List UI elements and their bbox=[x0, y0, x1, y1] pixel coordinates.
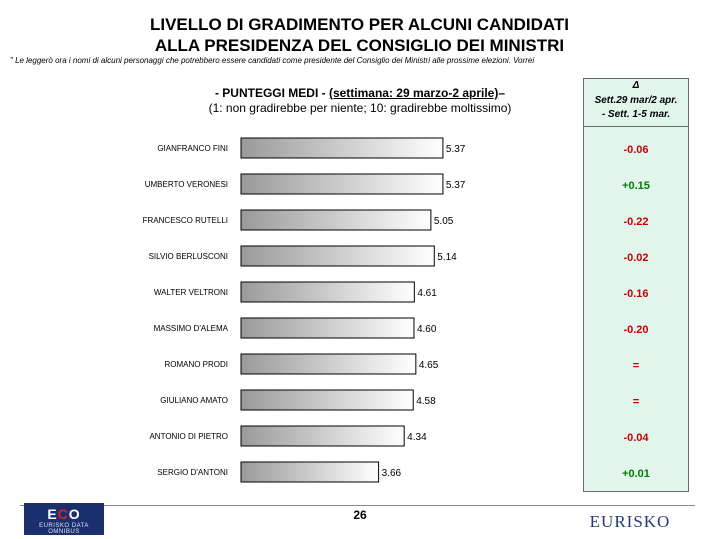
delta-value: -0.06 bbox=[623, 144, 648, 156]
value-label: 5.14 bbox=[437, 252, 457, 263]
eco-logo: ECO EURISKO DATA OMNIBUS bbox=[24, 503, 104, 535]
delta-header-line-1: Sett.29 mar/2 apr. bbox=[594, 95, 678, 106]
bar bbox=[240, 353, 417, 375]
value-label: 4.60 bbox=[417, 324, 437, 335]
category-label: SERGIO D'ANTONI bbox=[157, 468, 228, 477]
value-label: 3.66 bbox=[382, 468, 402, 479]
bar bbox=[240, 425, 405, 447]
footer-divider bbox=[20, 505, 695, 506]
category-label: WALTER VELTRONI bbox=[154, 288, 228, 297]
value-label: 5.05 bbox=[434, 216, 454, 227]
eurisko-logo: EURISKO bbox=[589, 512, 671, 531]
value-label: 4.58 bbox=[416, 396, 436, 407]
delta-value: -0.04 bbox=[623, 432, 649, 444]
category-label: ROMANO PRODI bbox=[164, 360, 228, 369]
bar bbox=[240, 281, 415, 303]
bar bbox=[240, 317, 415, 339]
question-note: " Le leggerò ora i nomi di alcuni person… bbox=[10, 56, 535, 65]
value-label: 4.61 bbox=[417, 288, 437, 299]
subheading-scale: (1: non gradirebbe per niente; 10: gradi… bbox=[208, 101, 512, 115]
chart-title: LIVELLO DI GRADIMENTO PER ALCUNI CANDIDA… bbox=[0, 14, 719, 56]
category-label: MASSIMO D'ALEMA bbox=[154, 324, 229, 333]
eco-logo-word: ECO bbox=[24, 506, 104, 522]
value-label: 4.34 bbox=[407, 432, 427, 443]
delta-value: +0.01 bbox=[622, 468, 650, 480]
value-label: 4.65 bbox=[419, 360, 439, 371]
eco-letter-e: E bbox=[47, 506, 58, 522]
delta-value: -0.20 bbox=[623, 324, 648, 336]
bar bbox=[240, 173, 444, 195]
subheading-line-1: - PUNTEGGI MEDI - (settimana: 29 marzo-2… bbox=[150, 86, 570, 101]
value-label: 5.37 bbox=[446, 180, 466, 191]
delta-value: +0.15 bbox=[622, 180, 650, 192]
delta-value: = bbox=[633, 396, 639, 408]
title-line-2: ALLA PRESIDENZA DEL CONSIGLIO DEI MINIST… bbox=[154, 36, 565, 55]
title-line-1: LIVELLO DI GRADIMENTO PER ALCUNI CANDIDA… bbox=[149, 15, 569, 34]
bar bbox=[240, 461, 380, 483]
eco-logo-subtitle: EURISKO DATA OMNIBUS bbox=[39, 523, 89, 535]
category-label: UMBERTO VERONESI bbox=[145, 180, 228, 189]
page-number: 26 bbox=[353, 508, 367, 522]
delta-panel: Δ Sett.29 mar/2 apr. - Sett. 1-5 mar. bbox=[583, 78, 689, 492]
bar bbox=[240, 245, 435, 267]
bar bbox=[240, 137, 444, 159]
subheading-suffix: – bbox=[498, 86, 506, 100]
category-label: GIULIANO AMATO bbox=[160, 396, 228, 405]
eco-letter-c: C bbox=[57, 506, 69, 522]
category-label: SILVIO BERLUSCONI bbox=[149, 252, 228, 261]
value-label: 5.37 bbox=[446, 144, 466, 155]
category-label: FRANCESCO RUTELLI bbox=[143, 216, 228, 225]
subheading-prefix: - PUNTEGGI MEDI - bbox=[214, 86, 329, 100]
category-label: GIANFRANCO FINI bbox=[157, 144, 228, 153]
bar bbox=[240, 389, 414, 411]
delta-value: = bbox=[633, 360, 639, 372]
category-label: ANTONIO DI PIETRO bbox=[149, 432, 228, 441]
bar bbox=[240, 209, 432, 231]
delta-header-divider bbox=[584, 126, 688, 127]
subheading-period: (settimana: 29 marzo-2 aprile) bbox=[328, 86, 499, 100]
delta-value: -0.02 bbox=[623, 252, 648, 264]
delta-header-line-2: - Sett. 1-5 mar. bbox=[601, 109, 671, 120]
delta-value: -0.22 bbox=[623, 216, 648, 228]
subheading: - PUNTEGGI MEDI - (settimana: 29 marzo-2… bbox=[150, 86, 570, 116]
eco-letter-o: O bbox=[68, 506, 81, 522]
delta-value: -0.16 bbox=[623, 288, 648, 300]
delta-symbol: Δ bbox=[632, 80, 640, 91]
